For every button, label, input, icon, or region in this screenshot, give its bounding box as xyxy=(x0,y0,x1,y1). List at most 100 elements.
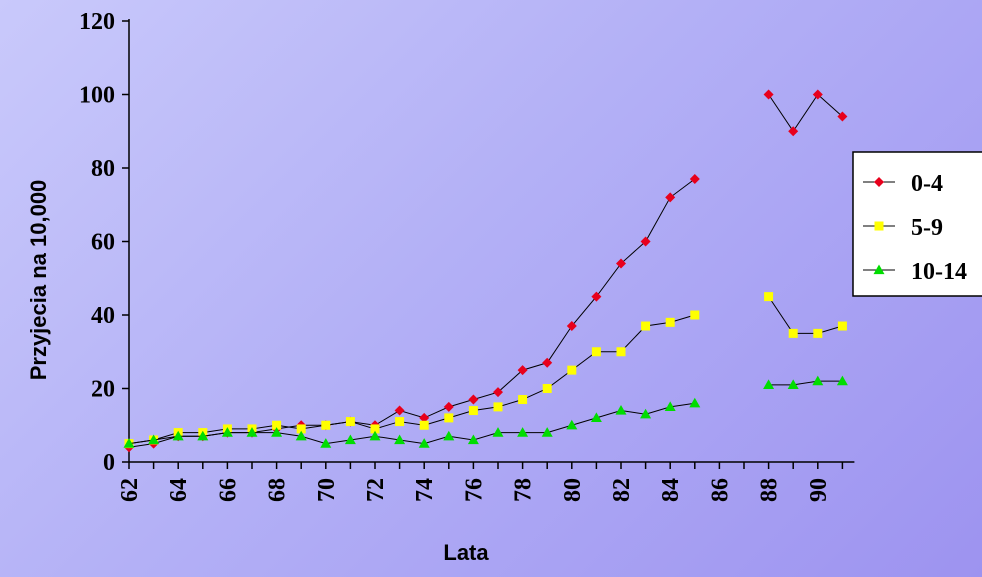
chart-axes: 0 20 40 60 80 100 120 62 64 66 68 70 72 74 76 78 80 82 84 8… xyxy=(79,9,855,502)
data-point xyxy=(689,397,701,408)
data-point xyxy=(665,317,675,327)
data-point xyxy=(172,430,184,441)
data-point xyxy=(197,430,209,441)
data-point xyxy=(641,321,651,331)
data-point xyxy=(541,427,553,437)
data-point xyxy=(493,387,503,398)
x-tick-label: 74 xyxy=(412,478,438,502)
data-point xyxy=(370,424,380,434)
data-point xyxy=(395,417,405,427)
data-point xyxy=(787,379,799,389)
series-line xyxy=(128,178,696,448)
data-point xyxy=(591,291,602,302)
x-tick-label: 78 xyxy=(511,478,537,502)
x-axis-title: Lata xyxy=(443,540,489,565)
x-tick-label: 86 xyxy=(707,478,733,502)
data-point xyxy=(566,321,577,332)
series-line xyxy=(128,402,695,445)
data-point xyxy=(296,424,306,434)
data-point xyxy=(418,438,430,448)
data-point xyxy=(345,417,355,427)
data-point xyxy=(664,401,676,411)
data-point xyxy=(874,177,884,187)
data-point xyxy=(616,258,626,269)
x-tick-label: 70 xyxy=(314,478,340,502)
legend-label: 10-14 xyxy=(911,259,967,285)
data-point xyxy=(567,365,577,375)
y-tick-label: 100 xyxy=(79,83,115,109)
y-tick-label: 20 xyxy=(91,377,115,403)
data-point xyxy=(444,413,454,423)
series-line xyxy=(128,314,695,445)
data-point xyxy=(518,395,528,405)
data-point xyxy=(590,412,602,423)
data-point xyxy=(419,412,430,423)
data-point xyxy=(443,401,454,412)
data-point xyxy=(764,292,774,302)
data-point xyxy=(837,321,847,331)
data-point xyxy=(246,427,258,437)
data-point xyxy=(394,405,405,416)
data-point xyxy=(874,221,884,231)
data-point xyxy=(517,427,529,437)
chart-series xyxy=(123,89,848,453)
data-point xyxy=(689,174,700,185)
data-point xyxy=(493,402,503,412)
data-point xyxy=(468,394,479,405)
series-0-4 xyxy=(124,89,848,453)
data-point xyxy=(419,420,429,430)
data-point xyxy=(344,434,356,445)
series-10-14 xyxy=(123,375,848,448)
data-point xyxy=(615,405,627,415)
data-point xyxy=(640,408,652,419)
data-point xyxy=(492,427,504,437)
x-tick-label: 76 xyxy=(461,478,487,502)
y-tick-label: 80 xyxy=(91,156,115,182)
data-point xyxy=(295,430,307,441)
data-point xyxy=(837,111,848,122)
data-point xyxy=(394,434,406,445)
x-tick-label: 88 xyxy=(757,478,783,502)
series-5-9 xyxy=(124,292,847,449)
data-point xyxy=(148,434,160,445)
data-point xyxy=(665,192,676,203)
series-line xyxy=(768,93,843,133)
x-tick-label: 64 xyxy=(166,478,192,502)
data-point xyxy=(468,406,478,416)
data-point xyxy=(788,328,798,338)
data-point xyxy=(517,365,528,376)
x-tick-label: 66 xyxy=(215,478,241,502)
data-point xyxy=(812,375,824,386)
series-line xyxy=(768,296,843,334)
data-point xyxy=(836,375,848,386)
x-tick-label: 62 xyxy=(117,478,143,502)
data-point xyxy=(542,357,553,368)
chart-legend: 0-4 5-9 10-14 xyxy=(852,151,982,297)
y-tick-label: 40 xyxy=(91,303,115,329)
data-point xyxy=(640,236,651,247)
data-point xyxy=(123,438,135,448)
legend-label: 5-9 xyxy=(911,215,943,241)
data-point xyxy=(221,427,233,437)
data-point xyxy=(690,310,700,320)
data-point xyxy=(320,438,332,448)
legend-label: 0-4 xyxy=(911,171,943,197)
data-point xyxy=(813,328,823,338)
data-point xyxy=(272,420,282,430)
y-tick-label: 0 xyxy=(103,450,115,476)
y-tick-label: 120 xyxy=(79,9,115,35)
x-tick-label: 80 xyxy=(560,478,586,502)
data-point xyxy=(566,419,578,430)
data-point xyxy=(542,384,552,393)
data-point xyxy=(616,347,626,357)
x-tick-label: 72 xyxy=(363,478,389,502)
y-tick-label: 60 xyxy=(91,230,115,256)
y-axis-title: Przyjecia na 10,000 xyxy=(26,180,51,381)
data-point xyxy=(763,379,775,389)
data-point xyxy=(467,434,479,445)
data-point xyxy=(812,89,823,100)
x-tick-label: 68 xyxy=(265,478,291,502)
data-point xyxy=(271,427,283,437)
x-tick-label: 84 xyxy=(658,478,684,502)
